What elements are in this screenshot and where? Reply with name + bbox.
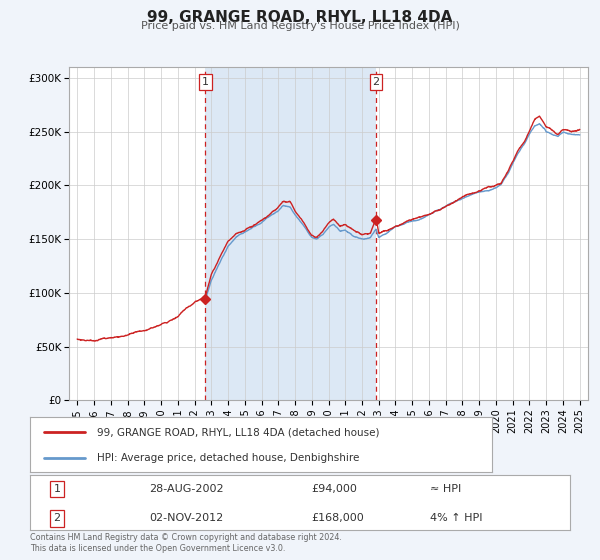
Text: £94,000: £94,000 <box>311 484 356 494</box>
Text: 1: 1 <box>202 77 209 87</box>
Text: 02-NOV-2012: 02-NOV-2012 <box>149 514 223 523</box>
Text: 1: 1 <box>53 484 61 494</box>
Bar <box>205 67 376 400</box>
Text: Contains HM Land Registry data © Crown copyright and database right 2024.
This d: Contains HM Land Registry data © Crown c… <box>30 533 342 553</box>
Text: 28-AUG-2002: 28-AUG-2002 <box>149 484 223 494</box>
Text: 2: 2 <box>373 77 380 87</box>
Text: Price paid vs. HM Land Registry's House Price Index (HPI): Price paid vs. HM Land Registry's House … <box>140 21 460 31</box>
Text: £168,000: £168,000 <box>311 514 364 523</box>
Text: 99, GRANGE ROAD, RHYL, LL18 4DA (detached house): 99, GRANGE ROAD, RHYL, LL18 4DA (detache… <box>97 427 379 437</box>
Text: 4% ↑ HPI: 4% ↑ HPI <box>430 514 482 523</box>
Text: 2: 2 <box>53 514 61 523</box>
Text: HPI: Average price, detached house, Denbighshire: HPI: Average price, detached house, Denb… <box>97 453 359 463</box>
Text: ≈ HPI: ≈ HPI <box>430 484 461 494</box>
Text: 99, GRANGE ROAD, RHYL, LL18 4DA: 99, GRANGE ROAD, RHYL, LL18 4DA <box>148 10 452 25</box>
